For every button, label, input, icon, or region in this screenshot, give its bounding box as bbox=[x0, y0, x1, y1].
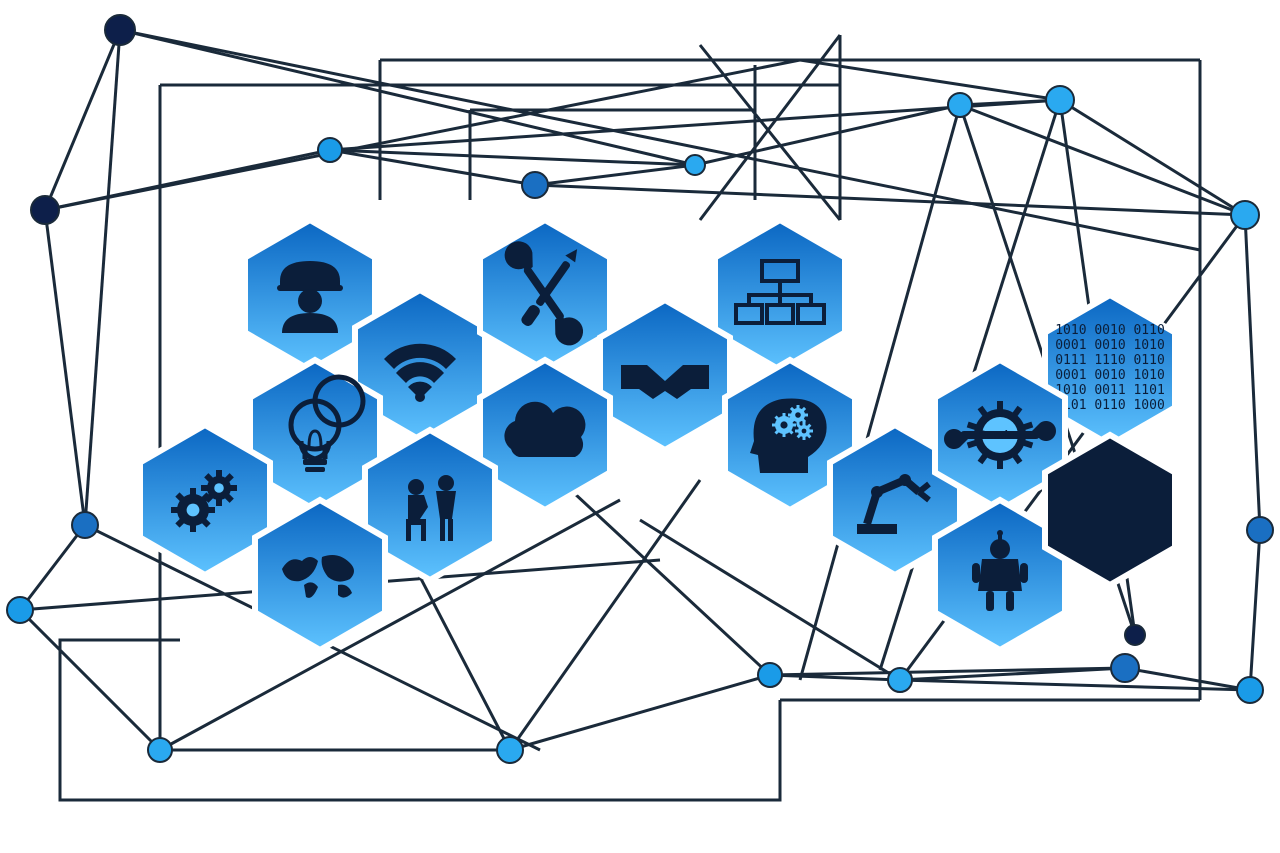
hex-cloud bbox=[480, 360, 610, 510]
network-dot bbox=[497, 737, 523, 763]
connection-line bbox=[695, 105, 960, 165]
network-dot bbox=[1231, 201, 1259, 229]
connection-line bbox=[45, 150, 330, 210]
network-diagram: 1010 0010 01100001 0010 10100111 1110 01… bbox=[0, 0, 1280, 853]
connection-line bbox=[20, 610, 160, 750]
connection-line bbox=[1060, 100, 1245, 215]
service-label: Service bbox=[979, 428, 1022, 442]
network-dot bbox=[1125, 625, 1145, 645]
binary-line: 0101 0110 1000 bbox=[1055, 398, 1165, 413]
network-dot bbox=[948, 93, 972, 117]
connection-line bbox=[510, 675, 770, 750]
binary-line: 0111 1110 0110 bbox=[1055, 353, 1165, 368]
connection-line bbox=[535, 185, 1245, 215]
network-dot bbox=[1111, 654, 1139, 682]
network-dot bbox=[7, 597, 33, 623]
connection-line bbox=[960, 105, 1245, 215]
connection-line bbox=[20, 525, 85, 610]
network-dot bbox=[1247, 517, 1273, 543]
hex-handshake bbox=[600, 300, 730, 450]
network-dot bbox=[685, 155, 705, 175]
connection-line bbox=[1245, 215, 1260, 530]
network-dot bbox=[318, 138, 342, 162]
network-dot bbox=[105, 15, 135, 45]
binary-line: 1010 0011 1101 bbox=[1055, 383, 1165, 398]
network-dot bbox=[31, 196, 59, 224]
connection-line bbox=[120, 30, 1200, 250]
network-dot bbox=[758, 663, 782, 687]
hex-tools bbox=[480, 220, 610, 370]
binary-line: 1010 0010 0110 bbox=[1055, 323, 1165, 338]
binary-line: 0001 0010 1010 bbox=[1055, 338, 1165, 353]
network-dot bbox=[1046, 86, 1074, 114]
connection-line bbox=[45, 210, 85, 525]
connection-line bbox=[1250, 530, 1260, 690]
connection-line bbox=[535, 165, 695, 185]
hex-orgchart bbox=[715, 220, 845, 370]
connection-line bbox=[560, 480, 770, 675]
network-dot bbox=[148, 738, 172, 762]
network-dot bbox=[72, 512, 98, 538]
binary-line: 0001 0010 1010 bbox=[1055, 368, 1165, 383]
network-dot bbox=[888, 668, 912, 692]
connection-line bbox=[60, 640, 780, 800]
network-dot bbox=[522, 172, 548, 198]
network-dot bbox=[1237, 677, 1263, 703]
